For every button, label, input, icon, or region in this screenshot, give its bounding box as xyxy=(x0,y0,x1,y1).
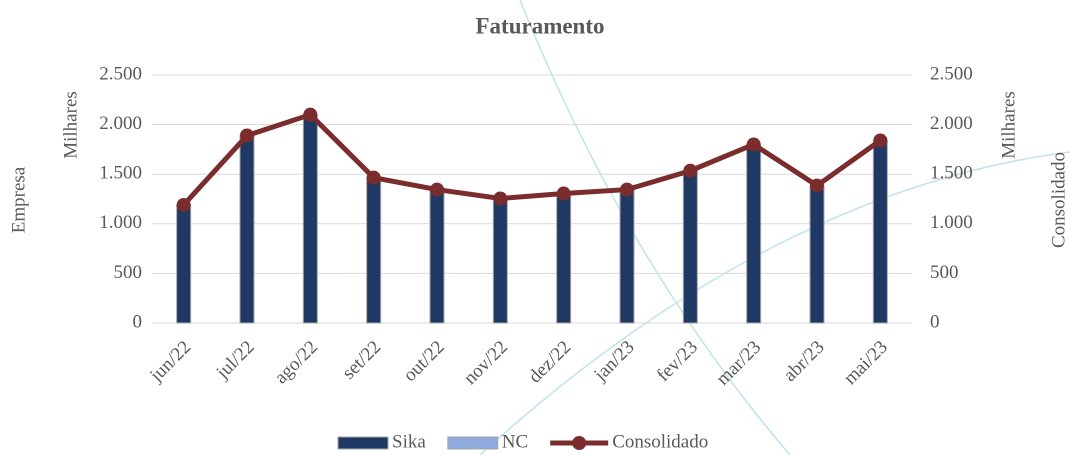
y2-tick-label: 2.000 xyxy=(930,113,973,134)
x-tick-label: mar/23 xyxy=(712,337,765,390)
y-tick-label: 1.500 xyxy=(99,163,142,184)
y-axis-unit: Milhares xyxy=(60,91,81,159)
y-tick-label: 1.000 xyxy=(99,212,142,233)
line-marker xyxy=(430,182,444,197)
x-tick-label: set/22 xyxy=(338,337,385,384)
legend-label: Consolidado xyxy=(612,431,708,452)
bar xyxy=(619,189,635,324)
line-marker xyxy=(240,128,254,143)
x-tick-label: abr/23 xyxy=(779,337,828,386)
bar xyxy=(429,189,445,324)
y2-axis-unit: Milhares xyxy=(998,91,1019,159)
x-tick-label: out/22 xyxy=(399,337,448,386)
x-tick-label: jun/22 xyxy=(145,337,195,387)
bar xyxy=(872,139,888,324)
line-marker xyxy=(176,197,191,212)
line-marker xyxy=(493,191,508,206)
legend-swatch xyxy=(337,436,389,450)
x-tick-label: jul/22 xyxy=(212,337,259,384)
y2-tick-label: 2.500 xyxy=(930,63,973,84)
bar xyxy=(302,114,318,324)
legend-label: NC xyxy=(502,431,528,452)
line-marker xyxy=(683,163,698,178)
y-tick-label: 500 xyxy=(114,262,143,283)
y-tick-label: 0 xyxy=(133,311,143,332)
bar xyxy=(366,177,382,324)
y-tick-label: 2.500 xyxy=(99,63,142,84)
bar xyxy=(682,170,698,324)
line-marker xyxy=(556,186,571,201)
legend-label: Sika xyxy=(392,431,426,452)
y-axis-title: Empresa xyxy=(8,166,29,233)
y2-tick-label: 500 xyxy=(930,262,959,283)
x-tick-label: mai/23 xyxy=(840,337,892,389)
line-marker xyxy=(303,107,318,122)
line-marker xyxy=(873,133,888,148)
line xyxy=(181,111,882,207)
legend-marker xyxy=(572,436,587,450)
chart-title: Faturamento xyxy=(475,13,604,38)
bar xyxy=(746,143,762,324)
bar xyxy=(492,198,508,324)
line-marker xyxy=(366,170,381,185)
y2-tick-label: 1.500 xyxy=(930,163,973,184)
x-tick-label: jan/23 xyxy=(589,337,638,386)
legend-swatch xyxy=(447,436,499,450)
y2-axis-title: Consolidado xyxy=(1048,152,1069,248)
x-tick-label: nov/22 xyxy=(460,337,512,389)
bar xyxy=(239,135,255,324)
y-tick-label: 2.000 xyxy=(99,113,142,134)
line-marker xyxy=(810,178,824,193)
bar xyxy=(176,204,192,324)
y2-tick-label: 1.000 xyxy=(930,212,973,233)
bar xyxy=(556,193,572,324)
x-tick-label: fev/23 xyxy=(653,337,702,386)
line-marker xyxy=(620,182,634,197)
x-tick-label: ago/22 xyxy=(271,337,322,388)
decoration xyxy=(519,0,791,455)
y2-tick-label: 0 xyxy=(930,311,940,332)
bar xyxy=(809,185,825,324)
line-marker xyxy=(746,137,761,152)
